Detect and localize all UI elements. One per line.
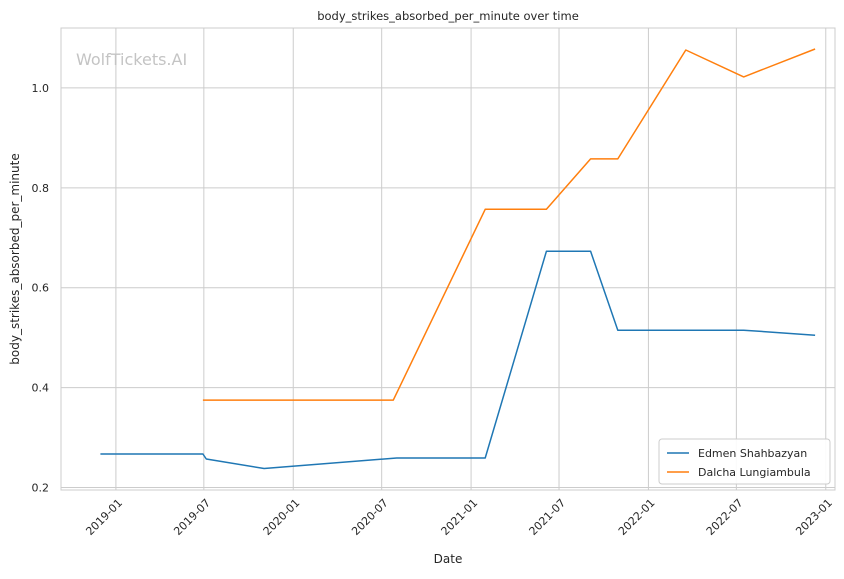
watermark: WolfTickets.AI xyxy=(76,50,187,69)
x-tick-label: 2021-07 xyxy=(527,496,569,538)
legend-label: Edmen Shahbazyan xyxy=(698,447,807,460)
plot-area xyxy=(60,27,836,491)
legend-box xyxy=(658,438,831,485)
x-tick-label: 2022-07 xyxy=(704,496,746,538)
legend-label: Dalcha Lungiambula xyxy=(698,466,811,479)
x-tick-label: 2023-01 xyxy=(793,496,835,538)
legend: Edmen Shahbazyan Dalcha Lungiambula xyxy=(658,438,831,485)
x-tick-label: 2019-01 xyxy=(83,496,125,538)
x-tick-label: 2019-07 xyxy=(171,496,213,538)
y-tick-label: 1.0 xyxy=(32,82,50,95)
y-tick-label: 0.8 xyxy=(32,182,50,195)
y-tick-label: 0.2 xyxy=(32,482,50,495)
y-axis-label: body_strikes_absorbed_per_minute xyxy=(8,153,22,364)
x-tick-label: 2021-01 xyxy=(439,496,481,538)
x-tick-label: 2020-07 xyxy=(349,496,391,538)
chart-title: body_strikes_absorbed_per_minute over ti… xyxy=(317,9,579,23)
x-axis-label: Date xyxy=(434,552,463,566)
series-lines xyxy=(100,48,816,470)
y-tick-label: 0.4 xyxy=(32,382,50,395)
x-tick-label: 2020-01 xyxy=(261,496,303,538)
series-line xyxy=(202,48,816,401)
y-tick-label: 0.6 xyxy=(32,282,50,295)
grid xyxy=(61,28,835,490)
x-tick-label: 2022-01 xyxy=(616,496,658,538)
series-line xyxy=(100,250,816,470)
